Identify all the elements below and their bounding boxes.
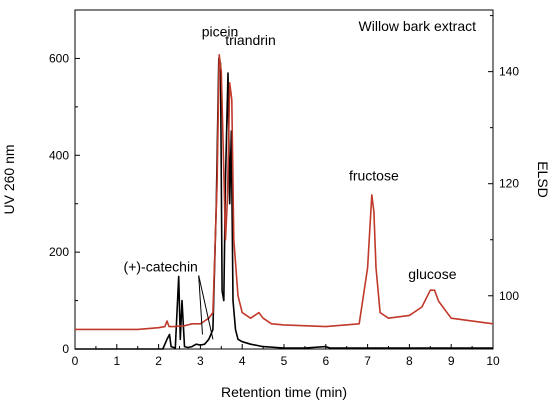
- x-tick-label: 6: [322, 354, 329, 368]
- catechin-leader-lines: [198, 275, 214, 340]
- leader-line: [198, 275, 214, 340]
- x-axis-ticks: 0 1 2 3 4 5 6 7 8 9 10: [72, 344, 500, 368]
- x-tick-label: 1: [113, 354, 120, 368]
- uv-line: [75, 57, 493, 350]
- elsd-line: [75, 54, 494, 331]
- x-tick-label: 8: [406, 354, 413, 368]
- x-tick-label: 5: [281, 354, 288, 368]
- leader-line: [198, 275, 203, 335]
- peak-label: fructose: [349, 167, 399, 183]
- x-tick-label: 10: [486, 354, 500, 368]
- peak-label: (+)-catechin: [124, 259, 198, 275]
- x-axis-title: Retention time (min): [221, 384, 347, 400]
- x-tick-label: 0: [72, 354, 79, 368]
- right-y-tick-label: 100: [499, 289, 519, 303]
- left-y-tick-label: 600: [49, 51, 69, 65]
- left-y-axis-ticks: 0 200 400 600: [49, 51, 80, 356]
- right-y-tick-label: 120: [499, 177, 519, 191]
- plot-frame: [74, 9, 494, 350]
- x-tick-label: 7: [364, 354, 371, 368]
- uv-260-trace: [75, 57, 493, 350]
- chart-title: Willow bark extract: [359, 18, 477, 34]
- x-tick-label: 3: [197, 354, 204, 368]
- left-y-tick-label: 400: [49, 148, 69, 162]
- peak-label: triandrin: [225, 32, 276, 48]
- left-y-axis-title: UV 260 nm: [1, 144, 17, 214]
- x-tick-label: 9: [448, 354, 455, 368]
- elsd-trace: [75, 54, 494, 331]
- x-tick-label: 4: [239, 354, 246, 368]
- peak-label: glucose: [408, 266, 456, 282]
- x-tick-label: 2: [155, 354, 162, 368]
- plot-border: [74, 9, 494, 350]
- right-y-axis-ticks: 100 120 140: [488, 15, 519, 303]
- right-y-axis-title: ELSD: [535, 161, 550, 198]
- left-y-tick-label: 200: [49, 245, 69, 259]
- peak-label: picein: [202, 24, 239, 40]
- left-y-tick-label: 0: [62, 342, 69, 356]
- right-y-tick-label: 140: [499, 65, 519, 79]
